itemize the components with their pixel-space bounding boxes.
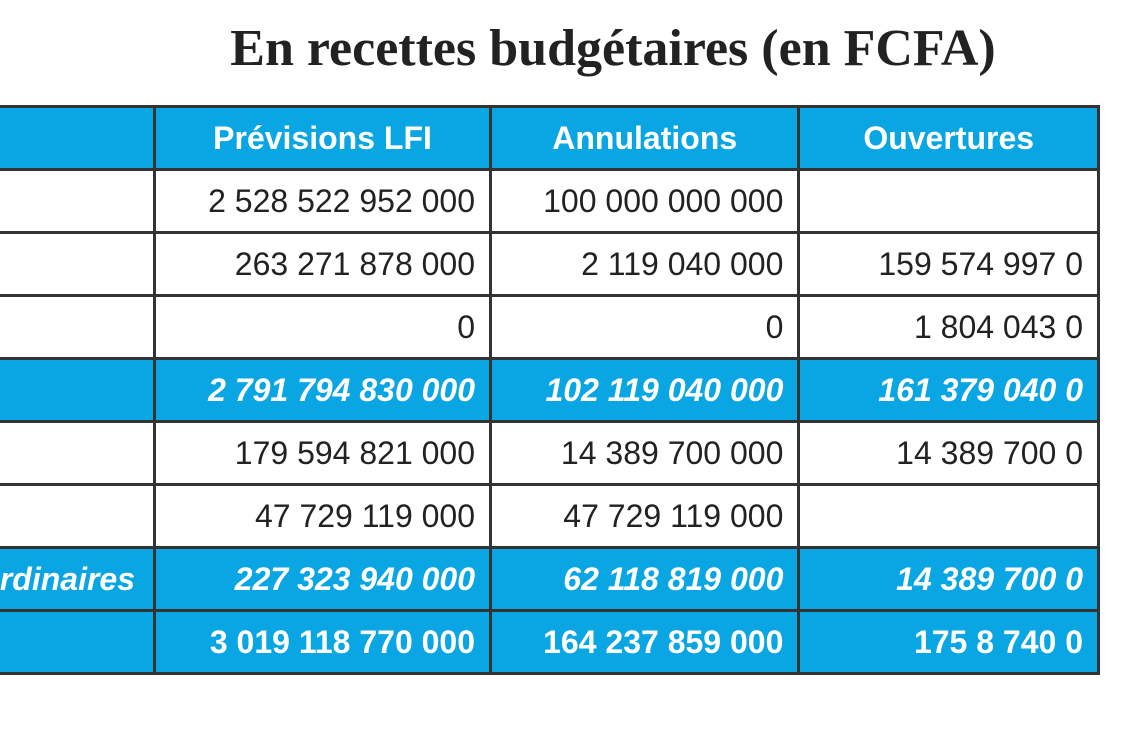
column-header-ouvertures: Ouvertures <box>797 105 1100 171</box>
row-label <box>0 294 156 360</box>
row-label <box>0 231 156 297</box>
cell-previsions: 2 528 522 952 000 <box>152 168 493 234</box>
cell-previsions: 0 <box>152 294 493 360</box>
cell-ouvertures: 161 379 040 0 <box>797 357 1100 423</box>
cell-ouvertures: 1 804 043 0 <box>797 294 1100 360</box>
cell-previsions: 263 271 878 000 <box>152 231 493 297</box>
cell-ouvertures <box>797 168 1100 234</box>
cell-annulations: 102 119 040 000 <box>489 357 801 423</box>
cell-annulations: 47 729 119 000 <box>489 483 801 549</box>
table-row: 0 0 1 804 043 0 <box>0 294 1100 360</box>
column-header-label <box>0 105 156 171</box>
cell-annulations: 0 <box>489 294 801 360</box>
cell-annulations: 164 237 859 000 <box>489 609 801 675</box>
cell-previsions: 179 594 821 000 <box>152 420 493 486</box>
cell-annulations: 2 119 040 000 <box>489 231 801 297</box>
cell-annulations: 100 000 000 000 <box>489 168 801 234</box>
table-row: 263 271 878 000 2 119 040 000 159 574 99… <box>0 231 1100 297</box>
row-label <box>0 357 156 423</box>
cell-annulations: 14 389 700 000 <box>489 420 801 486</box>
column-header-previsions: Prévisions LFI <box>152 105 493 171</box>
subtotal-row: rdinaires 227 323 940 000 62 118 819 000… <box>0 546 1100 612</box>
row-label <box>0 609 156 675</box>
cell-previsions: 47 729 119 000 <box>152 483 493 549</box>
subtotal-row: 2 791 794 830 000 102 119 040 000 161 37… <box>0 357 1100 423</box>
cell-ouvertures: 14 389 700 0 <box>797 420 1100 486</box>
cell-previsions: 227 323 940 000 <box>152 546 493 612</box>
table-header-row: Prévisions LFI Annulations Ouvertures <box>0 105 1100 171</box>
cell-ouvertures: 175 8 740 0 <box>797 609 1100 675</box>
total-row: 3 019 118 770 000 164 237 859 000 175 8 … <box>0 609 1100 675</box>
table-row: 2 528 522 952 000 100 000 000 000 <box>0 168 1100 234</box>
row-label <box>0 420 156 486</box>
cell-annulations: 62 118 819 000 <box>489 546 801 612</box>
row-label <box>0 483 156 549</box>
cell-ouvertures <box>797 483 1100 549</box>
table-row: 179 594 821 000 14 389 700 000 14 389 70… <box>0 420 1100 486</box>
column-header-annulations: Annulations <box>489 105 801 171</box>
page-title: En recettes budgétaires (en FCFA) <box>230 20 996 77</box>
budget-table: Prévisions LFI Annulations Ouvertures 2 … <box>0 105 1100 675</box>
cell-ouvertures: 14 389 700 0 <box>797 546 1100 612</box>
table-row: 47 729 119 000 47 729 119 000 <box>0 483 1100 549</box>
cell-ouvertures: 159 574 997 0 <box>797 231 1100 297</box>
row-label <box>0 168 156 234</box>
cell-previsions: 3 019 118 770 000 <box>152 609 493 675</box>
cell-previsions: 2 791 794 830 000 <box>152 357 493 423</box>
row-label: rdinaires <box>0 546 156 612</box>
